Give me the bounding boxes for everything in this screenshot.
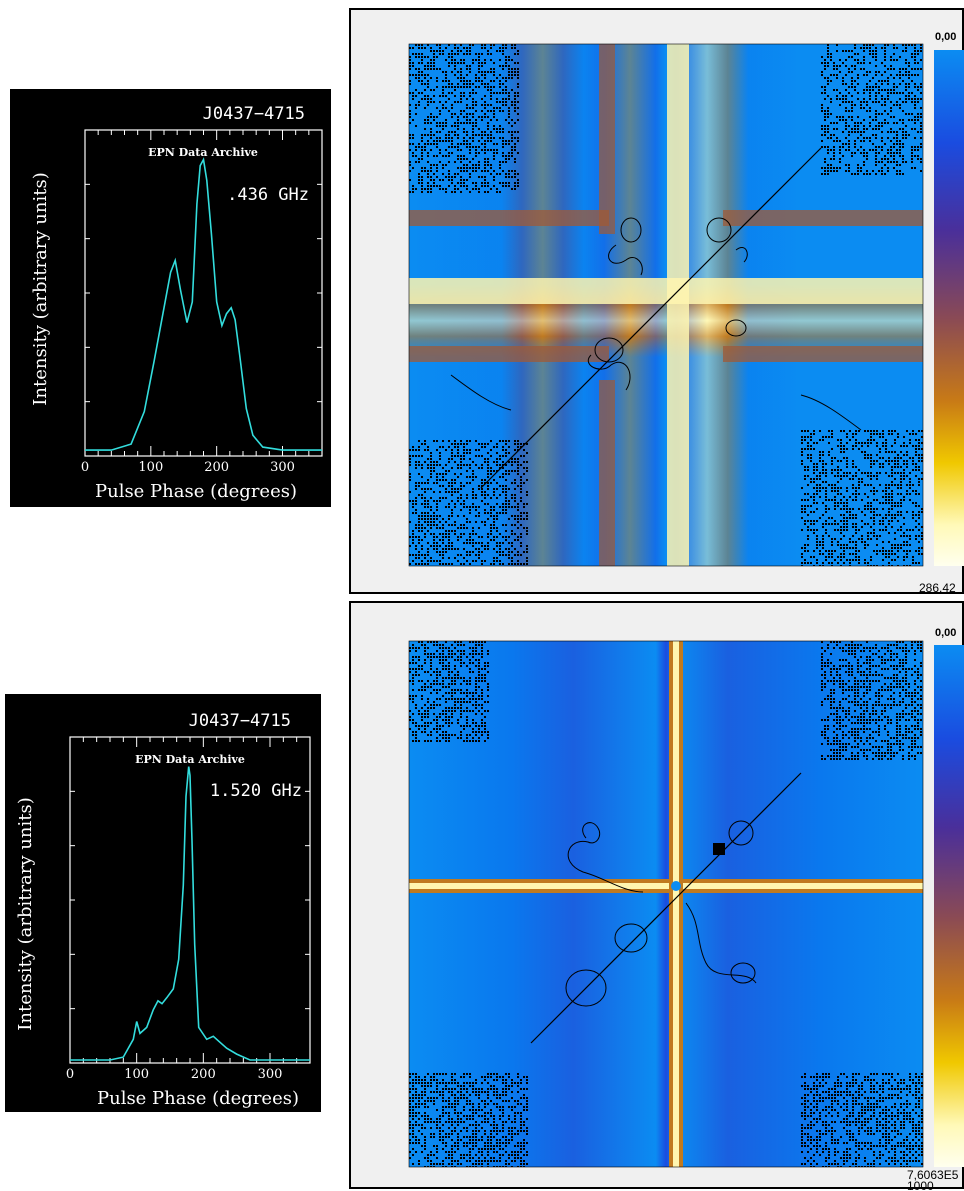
recurrence-plot-svg-1520: 0,00 7,6063E5 1000 [351,603,964,1191]
x-tick-label: 200 [204,460,229,475]
frame-ticks [85,130,322,456]
archive-label: EPN Data Archive [135,753,245,766]
x-tick-labels: 0 100 200 300 [66,1067,283,1082]
colorbar-top-label: 0,00 [935,31,956,43]
x-tick-label: 0 [66,1067,74,1082]
x-axis-label: Pulse Phase (degrees) [95,481,297,502]
recurrence-heatmap [409,44,923,567]
colorbar [934,50,964,566]
frequency-label: .436 GHz [227,185,309,205]
x-tick-label: 0 [81,460,89,475]
recurrence-plot-frame-1520: 0,00 7,6063E5 1000 [349,601,964,1189]
pulse-profile-svg-1520: J0437−4715 EPN Data Archive 1.520 GHz 0 1… [5,694,321,1112]
colorbar-bottom-label: 286,42 [919,581,956,595]
recurrence-heatmap [409,641,923,1168]
pulse-profile-line [70,767,310,1060]
x-tick-label: 300 [270,460,295,475]
recurrence-plot-svg-436: 0,00 286,42 [351,10,964,596]
pulse-profile-panel-1520: J0437−4715 EPN Data Archive 1.520 GHz 0 1… [5,694,321,1112]
colorbar-top-label: 0,00 [935,627,956,639]
y-axis-label: Intensity (arbitrary units) [30,172,51,405]
x-tick-label: 100 [138,460,163,475]
plot-frame [85,130,322,456]
pulse-profile-panel-436: J0437−4715 EPN Data Archive .436 GHz 0 10… [10,89,331,507]
x-tick-labels: 0 100 200 300 [81,460,295,475]
archive-label: EPN Data Archive [148,146,258,159]
bottom-right-label: 1000 [907,1179,934,1191]
recurrence-plot-frame-436: 0,00 286,42 [349,8,964,594]
pulse-title: J0437−4715 [189,711,291,731]
x-tick-label: 200 [191,1067,216,1082]
pulse-title: J0437−4715 [203,104,305,124]
x-tick-label: 300 [258,1067,283,1082]
pulse-profile-svg-436: J0437−4715 EPN Data Archive .436 GHz 0 10… [10,89,331,507]
y-axis-label: Intensity (arbitrary units) [15,797,36,1030]
frequency-label: 1.520 GHz [210,781,302,801]
x-axis-label: Pulse Phase (degrees) [97,1088,299,1109]
colorbar [934,645,964,1167]
x-tick-label: 100 [124,1067,149,1082]
